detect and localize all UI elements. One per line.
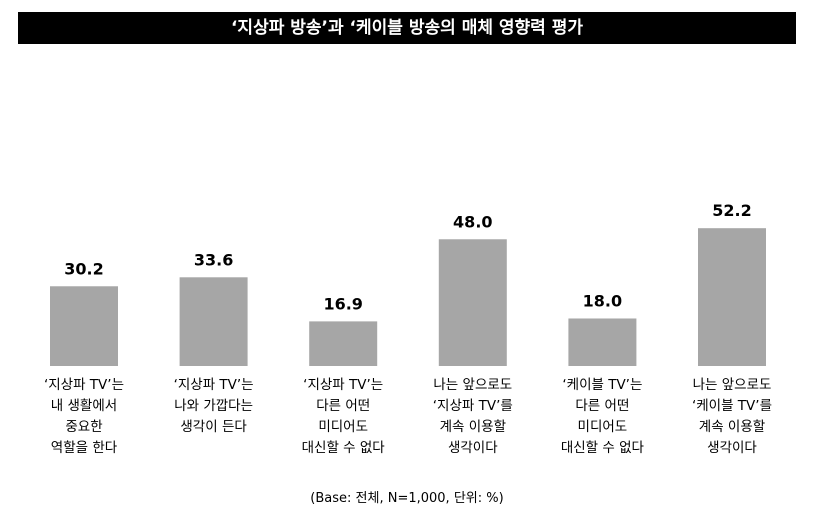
value-label: 33.6 [194,250,233,269]
value-label: 52.2 [712,201,751,220]
footnote: (Base: 전체, N=1,000, 단위: %) [310,491,504,506]
category-label: ‘지상파 TV’는 나와 가깝다는 생각이 든다 [173,377,254,435]
bar [438,239,507,366]
value-label: 30.2 [64,259,103,278]
category-label: 나는 앞으로도 ‘케이블 TV’를 계속 이용할 생각이다 [691,377,773,456]
category-label: ‘지상파 TV’는 다른 어떤 미디어도 대신할 수 없다 [301,377,385,456]
bar [698,228,766,366]
bar [568,318,637,366]
bar [179,277,248,366]
bar [50,286,118,366]
value-label: 48.0 [453,212,492,231]
category-label: ‘케이블 TV’는 다른 어떤 미디어도 대신할 수 없다 [560,377,644,456]
value-label: 16.9 [323,294,362,313]
category-label: 나는 앞으로도 ‘지상파 TV’를 계속 이용할 생각이다 [432,377,513,456]
category-label: ‘지상파 TV’는 내 생활에서 중요한 역할을 한다 [43,377,125,456]
bar [309,321,378,366]
chart-title: ‘지상파 방송’과 ‘케이블 방송의 매체 영향력 평가 [18,12,796,44]
value-label: 18.0 [583,291,622,310]
